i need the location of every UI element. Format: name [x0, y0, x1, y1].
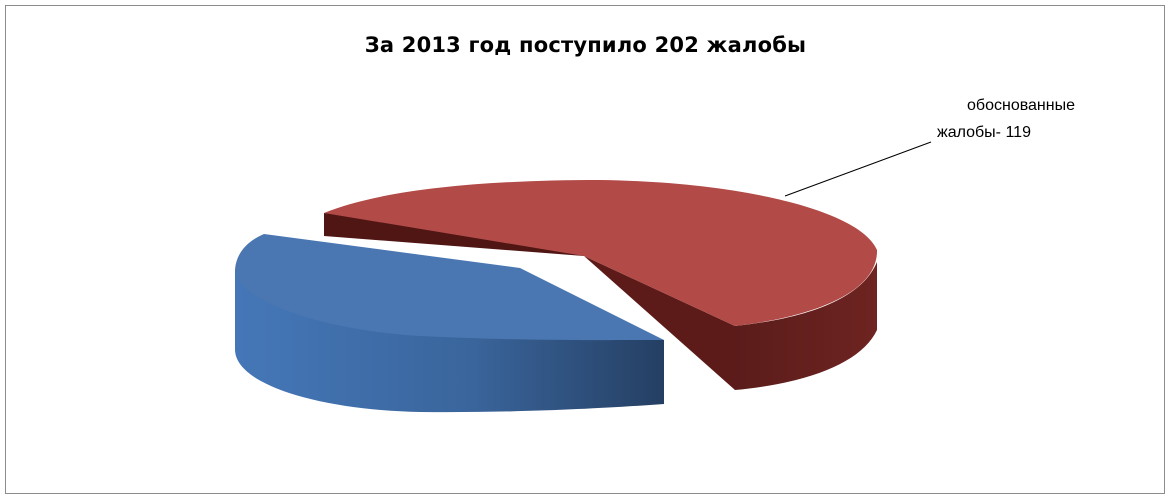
chart-title: За 2013 год поступило 202 жалобы [364, 33, 807, 57]
pie-slice-blue-top [235, 234, 664, 341]
pie-slice-red-top [324, 180, 878, 326]
pie-slice-red-side [735, 262, 877, 390]
label-leader-line [784, 141, 932, 197]
pie-slice-blue [235, 234, 664, 413]
pie-slice-red [324, 180, 878, 390]
pie-slice-red-cut-face-front [584, 256, 735, 390]
slice-data-label: обоснованные жалобы- 119 [905, 92, 1075, 146]
slice-label-line1: обоснованные [967, 97, 1075, 114]
slice-label-line2: жалобы- 119 [937, 124, 1031, 141]
